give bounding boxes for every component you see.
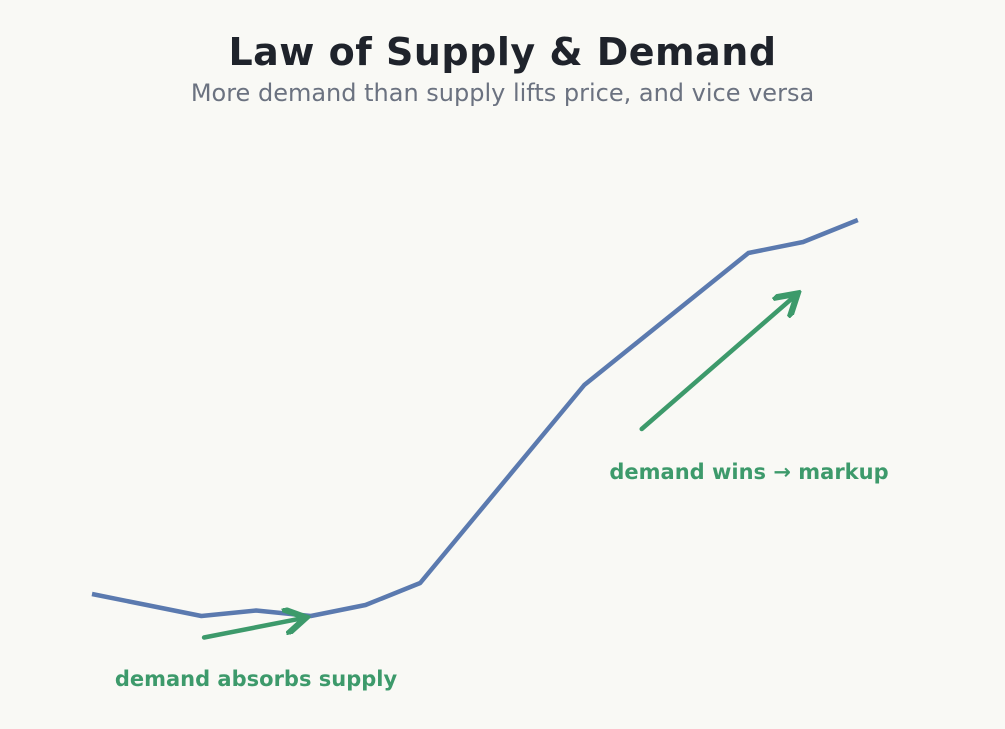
series-line-0 [91, 217, 859, 619]
chart-subtitle: More demand than supply lifts price, and… [190, 79, 815, 107]
chart-title: Law of Supply & Demand [228, 30, 777, 74]
annotation-arrow-demand-wins-markup [639, 296, 795, 432]
annotation-arrow-demand-absorbs-supply [201, 618, 303, 640]
series-layer [91, 217, 859, 619]
annotation-demand-wins-markup: demand wins → markup [609, 460, 888, 484]
annotation-layer: demand absorbs supply demand wins → mark… [115, 296, 889, 691]
annotation-demand-absorbs-supply: demand absorbs supply [115, 667, 398, 691]
